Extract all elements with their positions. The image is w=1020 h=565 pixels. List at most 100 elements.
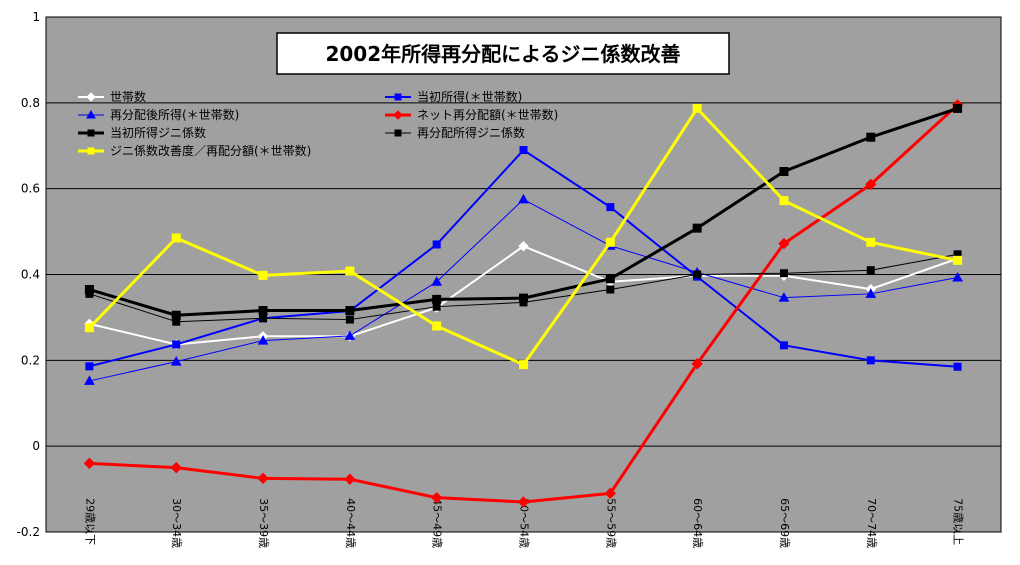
y-tick-label: 0.4 xyxy=(21,268,40,282)
legend-label: 当初所得ジニ係数 xyxy=(110,125,206,140)
data-point xyxy=(258,270,268,280)
legend-item: 当初所得ジニ係数 xyxy=(78,125,206,140)
data-point xyxy=(866,237,876,247)
data-point xyxy=(779,341,788,350)
data-point xyxy=(692,103,702,113)
series-lines xyxy=(83,99,964,508)
data-point xyxy=(257,335,269,345)
data-point xyxy=(432,294,442,304)
x-category-label: 70～74歳 xyxy=(865,498,878,548)
x-category-label: 45～49歳 xyxy=(431,498,444,548)
data-point xyxy=(431,276,443,286)
y-tick-label: 0.6 xyxy=(21,182,40,196)
data-point xyxy=(952,271,963,282)
data-point xyxy=(779,167,789,176)
data-point xyxy=(171,233,181,243)
data-point xyxy=(87,129,95,137)
data-point xyxy=(86,92,96,102)
y-tick-label: 1 xyxy=(32,10,40,24)
data-point xyxy=(692,223,702,233)
series-5 xyxy=(85,250,962,326)
data-point xyxy=(257,472,269,485)
legend-item: 再分配後所得(＊世帯数) xyxy=(78,107,239,122)
data-point xyxy=(432,321,442,331)
data-point xyxy=(604,487,617,500)
legend-item: 再分配所得ジニ係数 xyxy=(385,125,525,140)
data-point xyxy=(83,457,96,470)
x-category-label: 29歳以下 xyxy=(83,498,96,545)
data-point xyxy=(866,356,875,365)
data-point xyxy=(779,196,789,206)
x-category-label: 50～54歳 xyxy=(518,498,531,548)
data-point xyxy=(865,288,877,298)
data-point xyxy=(606,203,615,212)
data-point xyxy=(953,362,962,371)
data-point xyxy=(172,317,181,326)
legend-label: 当初所得(＊世帯数) xyxy=(417,89,522,104)
y-tick-label: -0.2 xyxy=(17,525,40,539)
legend-label: 再分配後所得(＊世帯数) xyxy=(110,107,239,122)
chart-title-box: 2002年所得再分配によるジニ係数改善 xyxy=(276,32,730,75)
data-point xyxy=(517,496,530,508)
data-point xyxy=(518,240,529,252)
data-point xyxy=(691,358,703,370)
data-point xyxy=(345,306,355,316)
series-3 xyxy=(83,99,964,508)
data-point xyxy=(779,269,788,278)
y-tick-label: 0 xyxy=(32,439,40,453)
data-point xyxy=(345,315,354,324)
data-point xyxy=(172,340,181,349)
data-point xyxy=(432,240,441,249)
data-point xyxy=(394,129,402,137)
data-point xyxy=(865,178,877,191)
data-point xyxy=(345,266,355,276)
y-axis-ticks: 1 0.8 0.6 0.4 0.2 0 -0.2 xyxy=(17,10,40,539)
data-point xyxy=(170,356,182,366)
x-category-label: 55～59歳 xyxy=(604,498,617,548)
legend-item: 世帯数 xyxy=(78,89,146,104)
data-point xyxy=(87,147,95,155)
data-point xyxy=(259,314,268,323)
data-point xyxy=(344,473,356,485)
data-point xyxy=(778,237,790,250)
data-point xyxy=(85,289,94,298)
data-point xyxy=(605,237,615,247)
data-point xyxy=(430,491,443,504)
y-tick-label: 0.2 xyxy=(21,353,40,367)
y-tick-label: 0.8 xyxy=(21,96,40,110)
x-axis-categories: 29歳以下 30～34歳 35～39歳 40～44歳 45～49歳 50～54歳 55～59… xyxy=(83,498,964,548)
chart-title: 2002年所得再分配によるジニ係数改善 xyxy=(325,42,680,66)
data-point xyxy=(393,110,403,120)
data-point xyxy=(519,298,528,307)
data-point xyxy=(432,302,441,311)
x-category-label: 30～34歳 xyxy=(170,498,183,548)
x-category-label: 65～69歳 xyxy=(778,498,791,548)
data-point xyxy=(866,266,875,275)
data-point xyxy=(606,285,615,294)
x-category-label: 40～44歳 xyxy=(344,498,357,548)
legend-item: 当初所得(＊世帯数) xyxy=(385,89,522,104)
data-point xyxy=(519,146,528,155)
data-point xyxy=(778,292,790,302)
x-category-label: 75歳以上 xyxy=(952,498,965,545)
data-point xyxy=(85,362,94,371)
data-point xyxy=(170,461,182,474)
data-point xyxy=(605,274,615,284)
legend: 世帯数 当初所得(＊世帯数) 再分配後所得(＊世帯数) ネット再分配額(＊世帯数) 当初… xyxy=(78,89,558,158)
legend-label: 再分配所得ジニ係数 xyxy=(417,125,525,140)
data-point xyxy=(84,323,94,333)
data-point xyxy=(953,255,963,265)
data-point xyxy=(518,193,529,204)
data-point xyxy=(84,375,95,385)
data-point xyxy=(866,132,876,142)
data-point xyxy=(394,93,402,101)
gridlines xyxy=(46,102,1001,447)
x-category-label: 35～39歳 xyxy=(257,498,270,548)
series-6 xyxy=(84,103,963,370)
legend-label: 世帯数 xyxy=(110,89,146,104)
data-point xyxy=(86,109,96,119)
data-point xyxy=(519,360,528,370)
legend-item: ジニ係数改善度／再配分額(＊世帯数) xyxy=(78,143,311,158)
legend-label: ネット再分配額(＊世帯数) xyxy=(417,107,558,122)
